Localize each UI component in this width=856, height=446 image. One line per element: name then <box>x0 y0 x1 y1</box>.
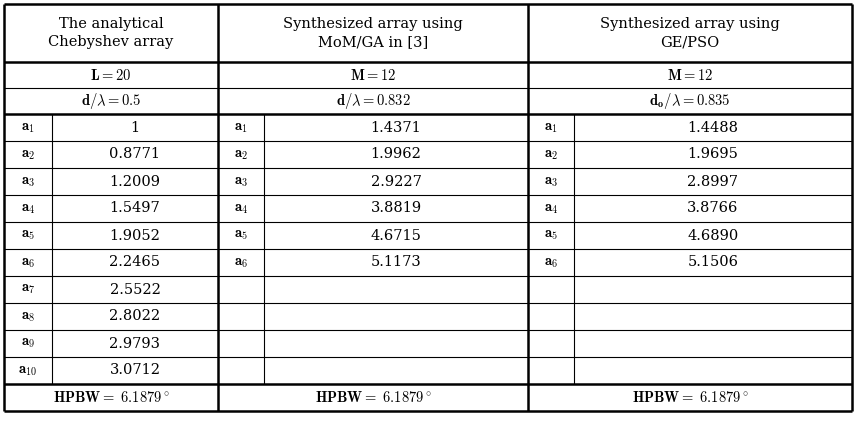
Text: 2.5522: 2.5522 <box>110 282 160 297</box>
Text: Chebyshev array: Chebyshev array <box>49 35 174 49</box>
Text: $\mathbf{a_{9}}$: $\mathbf{a_{9}}$ <box>21 336 35 351</box>
Text: 3.0712: 3.0712 <box>110 363 160 377</box>
Text: 3.8766: 3.8766 <box>687 202 739 215</box>
Text: $\mathbf{a_{6}}$: $\mathbf{a_{6}}$ <box>21 256 35 269</box>
Text: $\mathbf{M = 12}$: $\mathbf{M = 12}$ <box>350 67 396 83</box>
Text: 2.9793: 2.9793 <box>110 336 160 351</box>
Text: $\mathbf{d/\lambda = 0.832}$: $\mathbf{d/\lambda = 0.832}$ <box>336 91 410 111</box>
Text: 5.1173: 5.1173 <box>371 256 421 269</box>
Text: $\mathbf{a_{3}}$: $\mathbf{a_{3}}$ <box>544 174 558 189</box>
Text: $\mathbf{a_{10}}$: $\mathbf{a_{10}}$ <box>18 363 38 377</box>
Text: 1.4488: 1.4488 <box>687 120 739 135</box>
Text: $\mathbf{HPBW{=}\ 6.1879^\circ}$: $\mathbf{HPBW{=}\ 6.1879^\circ}$ <box>314 390 431 405</box>
Text: $\mathbf{L = 20}$: $\mathbf{L = 20}$ <box>91 67 132 83</box>
Text: 2.8022: 2.8022 <box>110 310 161 323</box>
Text: 0.8771: 0.8771 <box>110 148 160 161</box>
Text: MoM/GA in [3]: MoM/GA in [3] <box>318 35 428 49</box>
Text: 2.9227: 2.9227 <box>371 174 421 189</box>
Text: $\mathbf{a_{1}}$: $\mathbf{a_{1}}$ <box>544 120 558 135</box>
Text: $\mathbf{a_{2}}$: $\mathbf{a_{2}}$ <box>21 148 35 161</box>
Text: $\mathbf{a_{2}}$: $\mathbf{a_{2}}$ <box>544 148 558 161</box>
Text: 1.9962: 1.9962 <box>371 148 421 161</box>
Text: 4.6715: 4.6715 <box>371 228 421 243</box>
Text: 1.9695: 1.9695 <box>687 148 739 161</box>
Text: 1.2009: 1.2009 <box>110 174 160 189</box>
Text: $\mathbf{d/\lambda = 0.5}$: $\mathbf{d/\lambda = 0.5}$ <box>80 91 141 111</box>
Text: $\mathbf{HPBW{=}\ 6.1879^\circ}$: $\mathbf{HPBW{=}\ 6.1879^\circ}$ <box>52 390 169 405</box>
Text: 2.2465: 2.2465 <box>110 256 160 269</box>
Text: 1.4371: 1.4371 <box>371 120 421 135</box>
Text: Synthesized array using: Synthesized array using <box>283 17 463 31</box>
Text: $\mathbf{a_{5}}$: $\mathbf{a_{5}}$ <box>21 228 35 243</box>
Text: $\mathbf{a_{7}}$: $\mathbf{a_{7}}$ <box>21 282 35 297</box>
Text: $\mathbf{a_{4}}$: $\mathbf{a_{4}}$ <box>234 202 248 215</box>
Text: $\mathbf{a_{3}}$: $\mathbf{a_{3}}$ <box>21 174 35 189</box>
Text: $\mathbf{a_{2}}$: $\mathbf{a_{2}}$ <box>234 148 248 161</box>
Text: 2.8997: 2.8997 <box>687 174 739 189</box>
Text: 1.9052: 1.9052 <box>110 228 160 243</box>
Text: $\mathbf{HPBW{=}\ 6.1879^\circ}$: $\mathbf{HPBW{=}\ 6.1879^\circ}$ <box>632 390 748 405</box>
Text: 4.6890: 4.6890 <box>687 228 739 243</box>
Text: 3.8819: 3.8819 <box>371 202 421 215</box>
Text: $\mathbf{d_o/\lambda = 0.835}$: $\mathbf{d_o/\lambda = 0.835}$ <box>649 91 731 111</box>
Text: 1.5497: 1.5497 <box>110 202 160 215</box>
Text: $\mathbf{a_{4}}$: $\mathbf{a_{4}}$ <box>544 202 558 215</box>
Text: $\mathbf{a_{4}}$: $\mathbf{a_{4}}$ <box>21 202 35 215</box>
Text: $\mathbf{a_{5}}$: $\mathbf{a_{5}}$ <box>234 228 248 243</box>
Text: $\mathbf{a_{1}}$: $\mathbf{a_{1}}$ <box>234 120 248 135</box>
Text: $\mathbf{a_{6}}$: $\mathbf{a_{6}}$ <box>234 256 248 269</box>
Text: $\mathbf{a_{1}}$: $\mathbf{a_{1}}$ <box>21 120 35 135</box>
Text: GE/PSO: GE/PSO <box>660 35 720 49</box>
Text: Synthesized array using: Synthesized array using <box>600 17 780 31</box>
Text: 1: 1 <box>130 120 140 135</box>
Text: $\mathbf{a_{5}}$: $\mathbf{a_{5}}$ <box>544 228 558 243</box>
Text: $\mathbf{a_{3}}$: $\mathbf{a_{3}}$ <box>234 174 248 189</box>
Text: $\mathbf{a_{8}}$: $\mathbf{a_{8}}$ <box>21 310 35 323</box>
Text: $\mathbf{M = 12}$: $\mathbf{M = 12}$ <box>667 67 713 83</box>
Text: $\mathbf{a_{6}}$: $\mathbf{a_{6}}$ <box>544 256 558 269</box>
Text: The analytical: The analytical <box>59 17 163 31</box>
Text: 5.1506: 5.1506 <box>687 256 739 269</box>
